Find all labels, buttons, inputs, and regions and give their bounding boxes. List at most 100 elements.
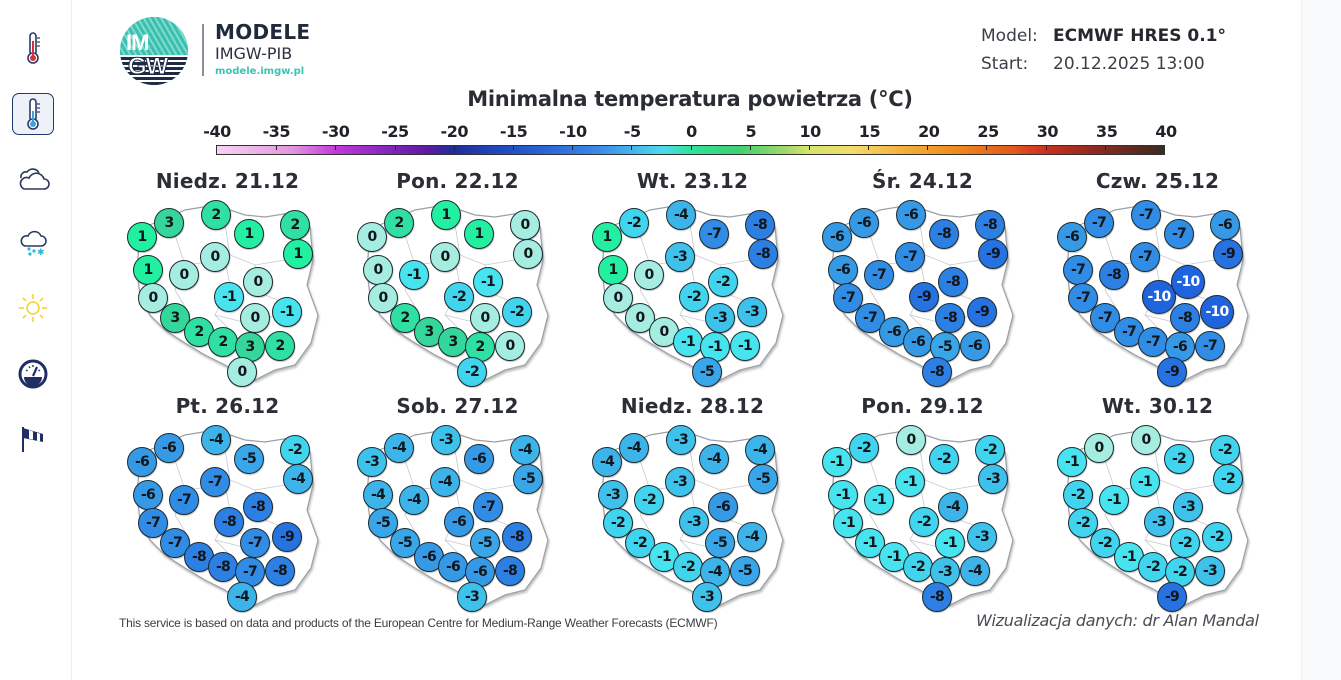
station-temperature[interactable]: -8	[1099, 260, 1129, 290]
station-temperature[interactable]: -1	[828, 480, 858, 510]
station-temperature[interactable]: -2	[929, 444, 959, 474]
station-temperature[interactable]: -10	[1200, 295, 1234, 329]
station-temperature[interactable]: -5	[234, 444, 264, 474]
station-temperature[interactable]: -1	[1099, 485, 1129, 515]
station-temperature[interactable]: -8	[214, 507, 244, 537]
station-temperature[interactable]: -7	[169, 485, 199, 515]
station-temperature[interactable]: -10	[1171, 265, 1205, 299]
station-temperature[interactable]: -4	[430, 467, 460, 497]
station-temperature[interactable]: 1	[592, 222, 622, 252]
station-temperature[interactable]: -8	[502, 522, 532, 552]
station-temperature[interactable]: -3	[679, 507, 709, 537]
station-temperature[interactable]: 2	[384, 208, 414, 238]
station-temperature[interactable]: -5	[692, 357, 722, 387]
sidebar-item-pressure[interactable]	[12, 353, 54, 395]
station-temperature[interactable]: -7	[1084, 208, 1114, 238]
station-temperature[interactable]: -2	[502, 297, 532, 327]
station-temperature[interactable]: -2	[1164, 444, 1194, 474]
station-temperature[interactable]: -2	[457, 357, 487, 387]
station-temperature[interactable]: -3	[967, 522, 997, 552]
station-temperature[interactable]: 2	[201, 200, 231, 230]
station-temperature[interactable]: -7	[895, 242, 925, 272]
station-temperature[interactable]: -2	[1170, 528, 1200, 558]
station-temperature[interactable]: 2	[265, 331, 295, 361]
station-temperature[interactable]: -4	[283, 464, 313, 494]
station-temperature[interactable]: -9	[978, 239, 1008, 269]
station-temperature[interactable]: -1	[730, 331, 760, 361]
station-temperature[interactable]: -3	[737, 297, 767, 327]
station-temperature[interactable]: 0	[227, 357, 257, 387]
station-temperature[interactable]: -2	[849, 433, 879, 463]
station-temperature[interactable]: 0	[200, 242, 230, 272]
station-temperature[interactable]: -8	[745, 210, 775, 240]
station-temperature[interactable]: 1	[598, 255, 628, 285]
station-temperature[interactable]: -4	[619, 433, 649, 463]
station-temperature[interactable]: -6	[896, 200, 926, 230]
station-temperature[interactable]: -3	[665, 467, 695, 497]
station-temperature[interactable]: -1	[1057, 447, 1087, 477]
station-temperature[interactable]: -1	[833, 508, 863, 538]
station-temperature[interactable]: -9	[909, 282, 939, 312]
station-temperature[interactable]: -4	[227, 582, 257, 612]
station-temperature[interactable]: -2	[1063, 480, 1093, 510]
station-temperature[interactable]: -6	[849, 208, 879, 238]
station-temperature[interactable]: -1	[935, 528, 965, 558]
station-temperature[interactable]: -7	[240, 528, 270, 558]
station-temperature[interactable]: -4	[592, 447, 622, 477]
station-temperature[interactable]: -8	[975, 210, 1005, 240]
station-temperature[interactable]: -6	[154, 433, 184, 463]
station-temperature[interactable]: -4	[666, 200, 696, 230]
station-temperature[interactable]: 1	[127, 222, 157, 252]
station-temperature[interactable]: -2	[708, 267, 738, 297]
station-temperature[interactable]: -4	[700, 557, 730, 587]
station-temperature[interactable]: -7	[1164, 219, 1194, 249]
station-temperature[interactable]: -6	[464, 444, 494, 474]
station-temperature[interactable]: -2	[619, 208, 649, 238]
station-temperature[interactable]: -2	[903, 552, 933, 582]
station-temperature[interactable]: -6	[133, 480, 163, 510]
station-temperature[interactable]: -8	[935, 303, 965, 333]
sidebar-item-precipitation[interactable]: ✱	[12, 222, 54, 264]
station-temperature[interactable]: -7	[1063, 255, 1093, 285]
station-temperature[interactable]: -1	[855, 528, 885, 558]
station-temperature[interactable]: -5	[470, 528, 500, 558]
station-temperature[interactable]: -2	[909, 507, 939, 537]
station-temperature[interactable]: -9	[272, 522, 302, 552]
station-temperature[interactable]: -4	[737, 522, 767, 552]
sidebar-item-min-temperature[interactable]	[12, 93, 54, 135]
station-temperature[interactable]: -4	[960, 556, 990, 586]
station-temperature[interactable]: -2	[1068, 508, 1098, 538]
station-temperature[interactable]: -1	[673, 327, 703, 357]
station-temperature[interactable]: -2	[975, 435, 1005, 465]
imgw-logo[interactable]: IM GW	[120, 17, 188, 85]
sidebar-item-clouds[interactable]	[12, 158, 54, 200]
station-temperature[interactable]: -4	[510, 435, 540, 465]
station-temperature[interactable]: -2	[280, 435, 310, 465]
station-temperature[interactable]: 2	[280, 210, 310, 240]
station-temperature[interactable]: -8	[929, 219, 959, 249]
station-temperature[interactable]: -9	[1213, 239, 1243, 269]
station-temperature[interactable]: -10	[1142, 280, 1176, 314]
station-temperature[interactable]: 0	[495, 331, 525, 361]
station-temperature[interactable]: -7	[1130, 242, 1160, 272]
station-temperature[interactable]: -2	[1138, 552, 1168, 582]
station-temperature[interactable]: -5	[730, 556, 760, 586]
station-temperature[interactable]: 1	[431, 200, 461, 230]
station-temperature[interactable]: -1	[214, 282, 244, 312]
station-temperature[interactable]: -2	[444, 282, 474, 312]
station-temperature[interactable]: -4	[384, 433, 414, 463]
station-temperature[interactable]: -6	[1057, 222, 1087, 252]
station-temperature[interactable]: -8	[922, 357, 952, 387]
station-temperature[interactable]: -2	[1210, 435, 1240, 465]
station-temperature[interactable]: -3	[1195, 556, 1225, 586]
station-temperature[interactable]: -1	[272, 297, 302, 327]
station-temperature[interactable]: -7	[855, 303, 885, 333]
station-temperature[interactable]: -7	[1195, 331, 1225, 361]
station-temperature[interactable]: -3	[692, 582, 722, 612]
station-temperature[interactable]: -7	[473, 492, 503, 522]
station-temperature[interactable]: -8	[265, 556, 295, 586]
station-temperature[interactable]: -6	[438, 552, 468, 582]
station-temperature[interactable]: 0	[1084, 433, 1114, 463]
station-temperature[interactable]: -7	[864, 260, 894, 290]
station-temperature[interactable]: -4	[201, 425, 231, 455]
